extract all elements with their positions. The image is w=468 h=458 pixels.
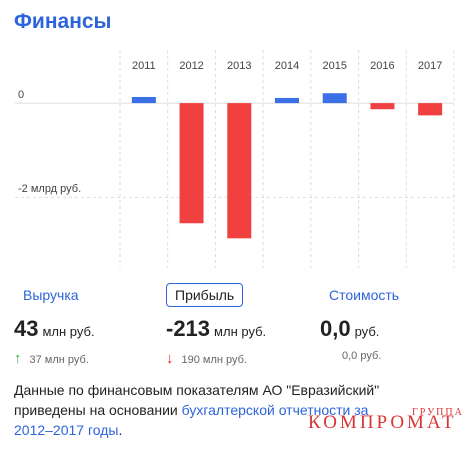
trend-arrow: ↓ xyxy=(166,350,174,367)
footnote: Данные по финансовым показателям АО "Евр… xyxy=(14,380,394,440)
bar xyxy=(418,103,443,116)
y-tick-label: -2 млрд руб. xyxy=(18,183,81,195)
y-tick-label: 0 xyxy=(18,89,24,101)
x-tick-label: 2011 xyxy=(132,60,156,72)
bar xyxy=(227,103,252,239)
metric-change: 0,0 руб. xyxy=(342,350,381,362)
metric: 0,0 руб. xyxy=(320,316,379,342)
trend-arrow: ↑ xyxy=(14,350,22,367)
watermark-small: группа xyxy=(412,407,464,418)
metric-unit: млн руб. xyxy=(214,324,267,339)
metric-unit: руб. xyxy=(354,324,380,339)
bar xyxy=(322,93,347,104)
metric-unit: млн руб. xyxy=(42,324,95,339)
bar xyxy=(370,103,395,110)
metric-value: 0,0 xyxy=(320,316,351,341)
watermark: группа КОМПРОМАТ xyxy=(308,407,462,434)
metric-change-text: 190 млн руб. xyxy=(181,354,248,366)
x-tick-label: 2014 xyxy=(275,60,299,72)
bar xyxy=(179,103,204,224)
footnote-end: . xyxy=(118,422,123,438)
x-tick-label: 2016 xyxy=(370,60,394,72)
metric-change: ↓ 190 млн руб. xyxy=(166,350,247,367)
footnote-link[interactable]: бухгалтерской отчетности за 2012–2017 го… xyxy=(14,402,369,438)
x-tick-label: 2017 xyxy=(418,60,442,72)
section-title: Финансы xyxy=(14,10,112,33)
metric-change: ↑ 37 млн руб. xyxy=(14,350,89,367)
metric-change-text: 37 млн руб. xyxy=(29,354,89,366)
bar xyxy=(131,96,156,104)
tab[interactable]: Стоимость xyxy=(329,287,400,303)
metric-value: -213 xyxy=(166,316,211,341)
metric: -213 млн руб. xyxy=(166,316,266,342)
chart: 0 -2 млрд руб. 2011 2012 2013 2014 2015 2016 201… xyxy=(15,50,455,268)
footnote-text: Данные по финансовым показателям АО "Евр… xyxy=(14,382,380,418)
metric-value: 43 xyxy=(14,316,39,341)
bar xyxy=(275,97,299,104)
x-tick-label: 2015 xyxy=(322,60,346,72)
x-tick-label: 2013 xyxy=(227,60,251,72)
watermark-big: КОМПРОМАТ xyxy=(308,412,457,433)
tab[interactable]: Прибыль xyxy=(166,283,244,307)
x-tick-label: 2012 xyxy=(179,60,203,72)
metric: 43 млн руб. xyxy=(14,316,95,342)
tab[interactable]: Выручка xyxy=(23,287,79,303)
metric-change-text: 0,0 руб. xyxy=(342,350,382,362)
